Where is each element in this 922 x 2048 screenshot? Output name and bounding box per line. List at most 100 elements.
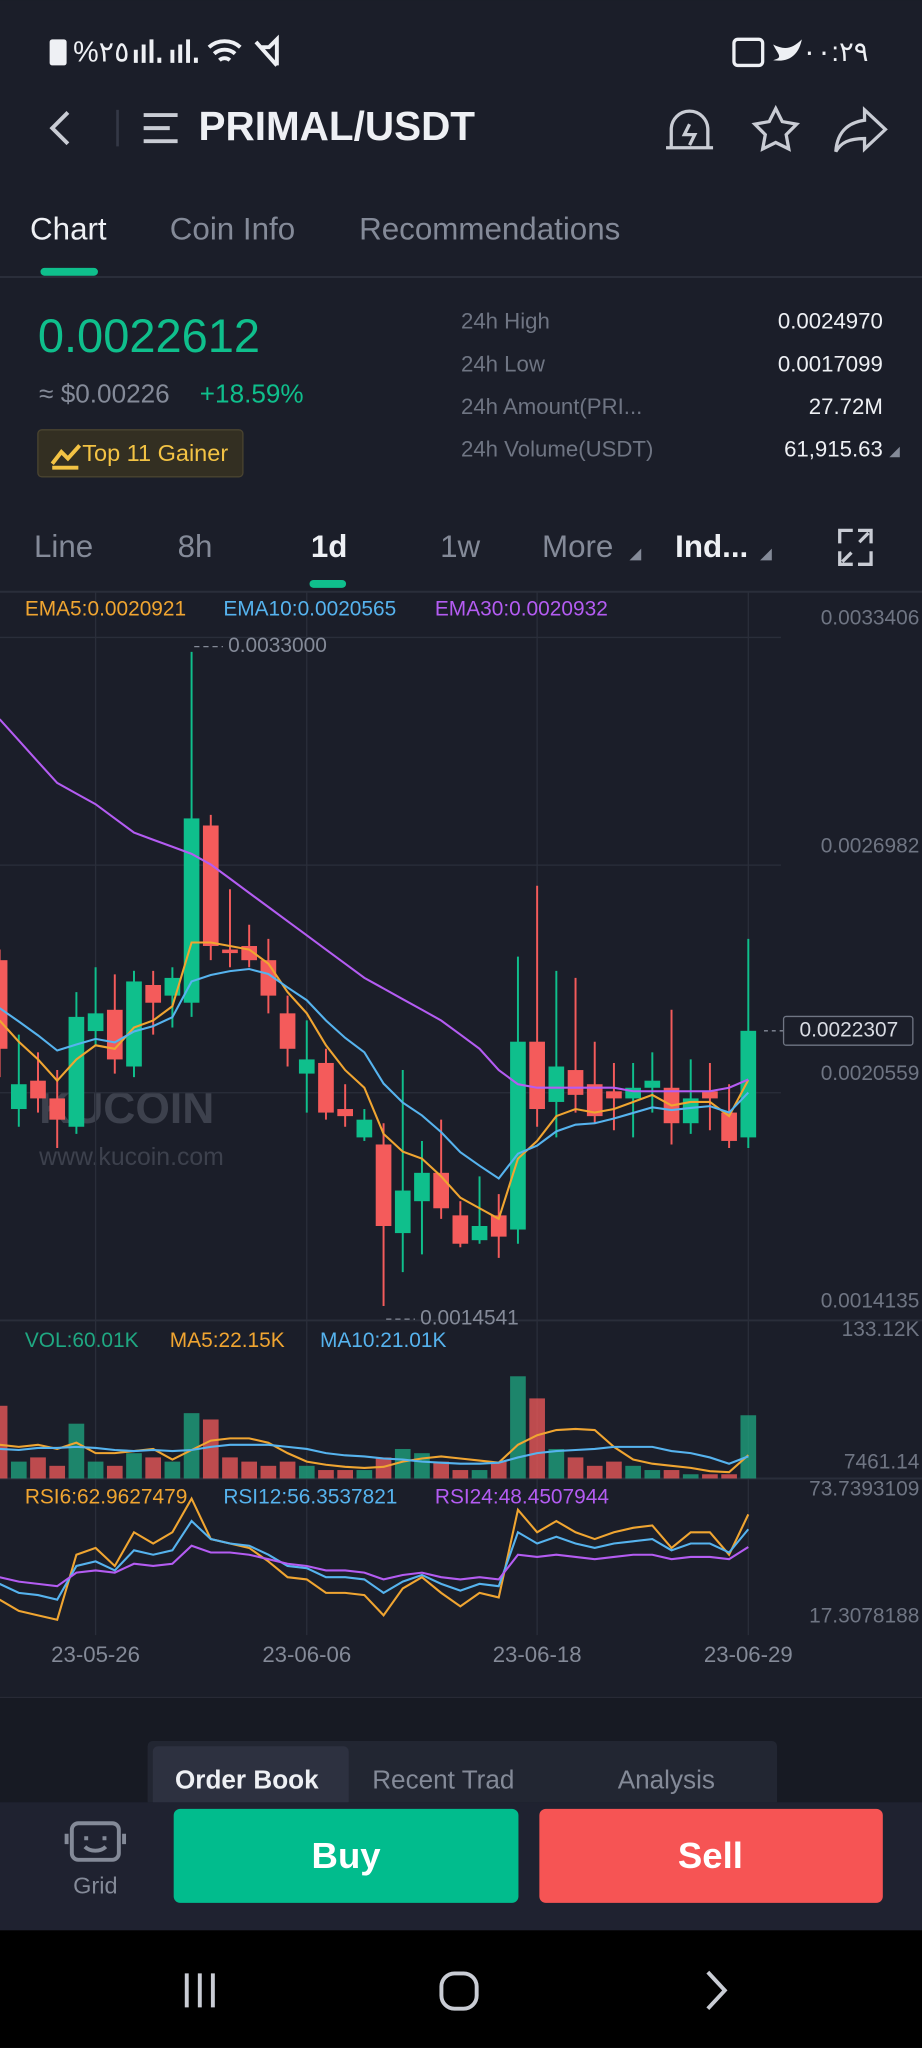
favorite-button[interactable]	[751, 104, 800, 152]
interval[interactable]: 8h	[178, 529, 213, 564]
tab[interactable]: Recommendations	[359, 212, 620, 247]
high-marker-label: 0.0033000	[228, 634, 327, 657]
volume-bar	[241, 1461, 258, 1479]
candle-body	[87, 1013, 104, 1032]
volume-ma	[0, 1427, 750, 1474]
stat-label: 24h Low	[461, 351, 546, 376]
nav-recents[interactable]	[184, 1973, 215, 2008]
tab[interactable]: Coin Info	[170, 212, 295, 247]
interval[interactable]: 1d	[311, 529, 348, 564]
candle-body	[567, 1070, 584, 1095]
candle-body	[394, 1190, 411, 1234]
legend-entry: VOL:60.01K	[25, 1329, 139, 1352]
stat-value: 61,915.63	[784, 437, 883, 462]
candle-body	[106, 1009, 123, 1060]
interval[interactable]: Line	[34, 529, 93, 564]
stat-value: 27.72M	[809, 394, 883, 419]
back-button[interactable]	[49, 111, 70, 146]
x-tick-label: 23-06-29	[704, 1642, 793, 1667]
volume-bar	[164, 1461, 181, 1479]
indicator-line	[0, 1496, 750, 1622]
alert-button[interactable]	[666, 109, 714, 150]
candle-body	[471, 1225, 488, 1241]
volume-bar	[740, 1415, 757, 1479]
nav-home[interactable]	[439, 1971, 479, 2011]
y-tick-label: 7461.14	[844, 1450, 919, 1473]
battery-text: %٢٥	[73, 36, 129, 68]
candle-body	[548, 1066, 565, 1102]
volume-bar	[318, 1470, 334, 1479]
volume-bar	[394, 1448, 411, 1479]
buy-button[interactable]	[173, 1808, 519, 1903]
indicator-line	[0, 941, 750, 1221]
indicator-line	[0, 718, 749, 1093]
candle-body	[222, 949, 238, 954]
last-price-label: 0.0022307	[800, 1018, 899, 1041]
volume-bar	[279, 1461, 296, 1479]
share-button[interactable]	[834, 106, 888, 153]
x-tick-label: 23-06-18	[493, 1642, 582, 1667]
pair-title: PRIMAL/USDT	[199, 103, 476, 149]
menu-button[interactable]	[143, 113, 178, 144]
candle-body	[433, 1172, 449, 1209]
volume-bar	[721, 1474, 737, 1479]
volume-bar	[682, 1474, 699, 1479]
candle-body	[721, 1112, 737, 1141]
stats: 24h High 0.0024970 24h Low 0.0017099 24h Amo…	[461, 309, 900, 462]
y-tick-label: 0.0026982	[821, 834, 920, 857]
indicator-line	[0, 1443, 749, 1465]
sell-label[interactable]: Sell	[678, 1835, 743, 1876]
candle-body	[529, 1041, 545, 1110]
order-tab[interactable]: Analysis	[618, 1764, 715, 1794]
order-tab[interactable]: Order Book	[175, 1764, 319, 1794]
candle-body	[318, 1062, 334, 1113]
buy-label[interactable]: Buy	[312, 1835, 382, 1876]
fiat-price: ≈ $0.00226	[39, 379, 169, 409]
candle-body	[298, 1059, 315, 1074]
gainer-icon	[50, 444, 82, 470]
watermark-brand: KUCOIN	[39, 1084, 214, 1133]
volume-bar	[606, 1461, 622, 1479]
y-tick-label: 133.12K	[842, 1318, 920, 1341]
charts: 23-05-26 23-06-06 23-06-18 23-06-29 0.003340…	[0, 591, 922, 1699]
sell-button[interactable]	[539, 1808, 883, 1903]
y-tick-label: 17.3078188	[809, 1604, 919, 1627]
dropdown-arrow	[889, 446, 900, 458]
volume-bar	[30, 1457, 46, 1479]
candle-body	[452, 1215, 469, 1244]
volume-bar	[222, 1457, 238, 1479]
tab[interactable]: Chart	[30, 212, 107, 247]
candle-body	[702, 1091, 718, 1099]
volume-bar	[145, 1457, 162, 1479]
twitter-icon	[773, 39, 802, 61]
candle-body	[183, 818, 200, 1003]
nav-back[interactable]	[706, 1970, 728, 2011]
grid-label[interactable]: Grid	[73, 1872, 117, 1898]
candle-body	[586, 1084, 603, 1117]
volume-bar	[452, 1470, 469, 1479]
order-tab[interactable]: Recent Trad	[372, 1764, 514, 1794]
fullscreen-button[interactable]	[838, 528, 873, 566]
candle-body	[414, 1172, 430, 1202]
volume-bars	[0, 1376, 757, 1479]
volume-bar	[87, 1461, 104, 1479]
stat-value: 0.0024970	[778, 309, 883, 334]
price-change: +18.59%	[200, 379, 304, 409]
volume-bar	[183, 1413, 200, 1479]
volume-bar	[375, 1457, 392, 1479]
y-tick-label: 0.0033406	[821, 607, 920, 630]
interval[interactable]: 1w	[440, 529, 480, 564]
interval[interactable]: More	[542, 529, 613, 564]
grid-icon[interactable]	[69, 1821, 121, 1862]
clock: ٠٠:٢٩	[802, 36, 869, 67]
x-tick-label: 23-06-06	[262, 1642, 351, 1667]
candle-body	[337, 1109, 353, 1117]
interval[interactable]: Ind...	[675, 529, 748, 564]
legend-entry: RSI12:56.3537821	[223, 1486, 397, 1509]
legend-entry: EMA10:0.0020565	[223, 598, 396, 621]
legend-entry: EMA5:0.0020921	[25, 598, 186, 621]
volume-bar	[126, 1453, 142, 1479]
candle-body	[625, 1087, 641, 1099]
